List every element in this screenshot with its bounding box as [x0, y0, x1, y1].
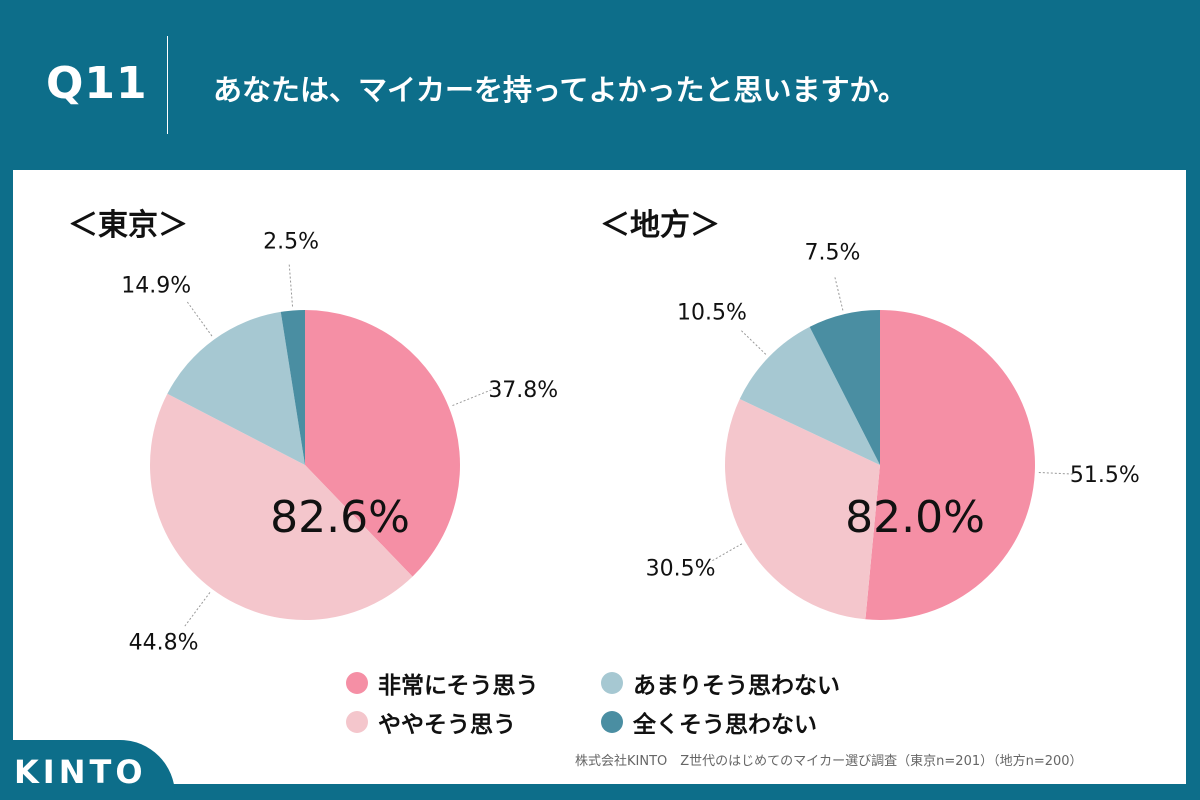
pie-slice-chiho-strongly-disagree	[809, 310, 880, 465]
callout-line	[710, 543, 743, 563]
slice-value-label: 37.8%	[488, 378, 558, 403]
pie-slice-chiho-very-agree	[865, 310, 1035, 620]
slice-value-label: 30.5%	[646, 557, 716, 582]
kinto-logo: KINTO	[14, 753, 147, 791]
callout-line	[1038, 471, 1075, 475]
question-number: Q11	[46, 58, 148, 109]
callout-line	[288, 262, 294, 307]
slice-value-label: 51.5%	[1070, 463, 1140, 488]
pie-slice-chiho-somewhat-agree	[725, 399, 880, 620]
callout-line	[183, 592, 211, 629]
legend-item-very-agree: 非常にそう思う	[346, 666, 539, 700]
question-text: あなたは、マイカーを持ってよかったと思いますか。	[213, 73, 907, 107]
legend-item-strongly-disagree: 全くそう思わない	[601, 705, 817, 739]
legend-swatch	[346, 711, 368, 733]
header-divider	[167, 36, 168, 134]
callout-line	[185, 300, 213, 337]
logo-tab	[0, 740, 175, 800]
callout-line	[452, 388, 494, 407]
legend-label: 非常にそう思う	[378, 673, 539, 699]
slice-value-label: 44.8%	[129, 631, 199, 656]
slice-value-label: 7.5%	[805, 240, 861, 265]
pie-slice-tokyo-strongly-disagree	[280, 310, 305, 465]
legend-label: あまりそう思わない	[633, 673, 840, 699]
center-total-label: 82.6%	[270, 492, 410, 543]
slice-value-label: 14.9%	[121, 273, 191, 298]
legend-swatch	[346, 672, 368, 694]
chart-title-tokyo: ＜東京＞	[68, 208, 188, 243]
pie-slice-tokyo-very-agree	[305, 310, 460, 577]
slice-value-label: 10.5%	[677, 300, 747, 325]
slice-value-label: 2.5%	[263, 230, 319, 255]
pie-slice-chiho-somewhat-disagree	[739, 326, 880, 465]
center-total-label: 82.0%	[845, 492, 985, 543]
legend-swatch	[601, 672, 623, 694]
callout-line	[833, 275, 844, 311]
pie-slice-tokyo-somewhat-agree	[150, 393, 413, 620]
pie-slice-tokyo-somewhat-disagree	[167, 311, 305, 465]
legend-item-somewhat-agree: ややそう思う	[346, 705, 516, 739]
callout-line	[739, 328, 767, 355]
header: Q11 あなたは、マイカーを持ってよかったと思いますか。	[0, 0, 1200, 170]
chart-title-chiho: ＜地方＞	[600, 208, 720, 243]
legend-label: ややそう思う	[378, 712, 516, 738]
legend-label: 全くそう思わない	[633, 712, 817, 738]
legend-swatch	[601, 711, 623, 733]
source-note: 株式会社KINTO Z世代のはじめてのマイカー選び調査（東京n=201）（地方n…	[575, 754, 1083, 769]
legend-item-somewhat-disagree: あまりそう思わない	[601, 666, 840, 700]
